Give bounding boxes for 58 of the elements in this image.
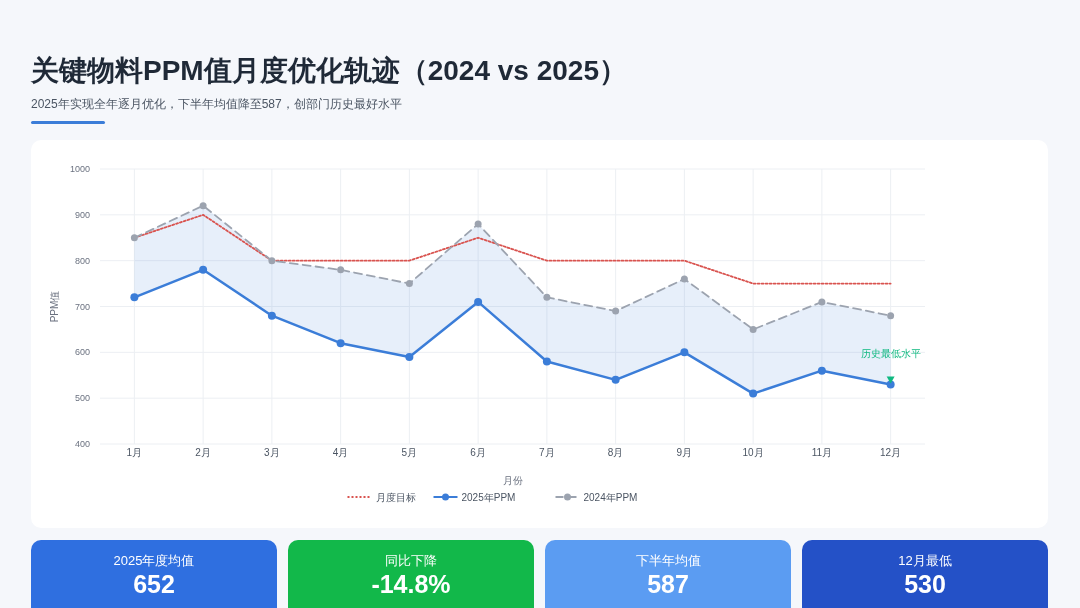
point <box>680 275 688 283</box>
point <box>543 293 551 301</box>
point <box>130 234 138 242</box>
text: 2025年度均值 <box>113 553 195 568</box>
y-axis-title: PPM值 <box>49 290 60 323</box>
text: 同比下降 <box>385 553 437 568</box>
y-tick-label: 600 <box>74 347 90 358</box>
text: 587 <box>647 570 689 598</box>
x-tick-label: 6月 <box>470 447 486 458</box>
x-tick-label: 10月 <box>742 447 764 458</box>
annotation: 历史最低水平 <box>860 348 921 360</box>
y-tick-label: 400 <box>74 439 90 449</box>
legend-label: 2025年PPM <box>461 491 516 503</box>
x-axis-title: 月份 <box>502 475 523 486</box>
x-tick-label: 5月 <box>401 447 418 458</box>
chart-subtitle: 2025年实现全年逐月优化，下半年均值降至587，创部门历史最好水平 <box>31 97 402 111</box>
point <box>405 280 413 288</box>
point <box>817 366 826 375</box>
text: 12月最低 <box>898 553 952 568</box>
x-tick-label: 2月 <box>195 447 211 458</box>
x-tick-label: 4月 <box>332 447 349 458</box>
point <box>336 339 345 348</box>
x-tick-label: 9月 <box>676 447 693 458</box>
point <box>887 312 895 320</box>
point <box>199 265 208 274</box>
point <box>199 202 207 210</box>
point <box>474 297 483 306</box>
point <box>818 298 826 306</box>
x-tick-label: 8月 <box>607 447 624 458</box>
x-tick-label: 3月 <box>264 447 280 458</box>
text: 652 <box>133 570 175 598</box>
y-tick-label: 1000 <box>69 164 90 174</box>
text: 530 <box>904 570 946 598</box>
point <box>130 293 139 302</box>
point <box>749 389 758 398</box>
point <box>749 325 757 333</box>
x-tick-label: 11月 <box>811 447 833 458</box>
x-tick-label: 1月 <box>126 447 143 458</box>
point <box>474 220 482 228</box>
text: -14.8% <box>371 570 451 598</box>
x-tick-label: 7月 <box>539 447 555 458</box>
point <box>542 357 551 366</box>
point <box>680 348 689 357</box>
x-tick-label: 12月 <box>880 447 902 458</box>
point <box>611 375 620 384</box>
point <box>405 352 414 361</box>
point <box>612 307 620 315</box>
point <box>337 266 345 274</box>
point <box>267 311 276 320</box>
y-tick-label: 700 <box>74 301 90 312</box>
legend-label: 2024年PPM <box>583 491 638 503</box>
legend-label: 月度目标 <box>375 491 416 503</box>
y-tick-label: 900 <box>74 209 90 220</box>
point <box>268 257 276 265</box>
text: 下半年均值 <box>635 553 701 568</box>
y-tick-label: 800 <box>74 255 90 266</box>
chart-title: 关键物料PPM值月度优化轨迹（2024 vs 2025） <box>30 55 627 86</box>
y-tick-label: 500 <box>74 393 90 404</box>
